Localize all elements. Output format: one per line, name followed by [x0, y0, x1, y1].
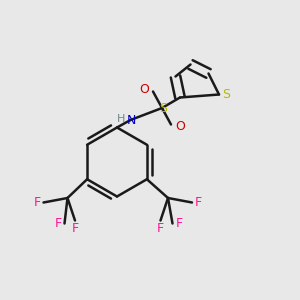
Text: H: H	[117, 113, 125, 124]
Text: F: F	[176, 217, 183, 230]
Text: S: S	[160, 101, 167, 115]
Text: S: S	[223, 88, 230, 101]
Text: O: O	[175, 120, 185, 134]
Text: F: F	[54, 217, 61, 230]
Text: O: O	[139, 82, 149, 96]
Text: F: F	[71, 222, 79, 236]
Text: F: F	[195, 196, 202, 209]
Text: F: F	[33, 196, 40, 209]
Text: F: F	[157, 222, 164, 236]
Text: N: N	[127, 113, 136, 127]
